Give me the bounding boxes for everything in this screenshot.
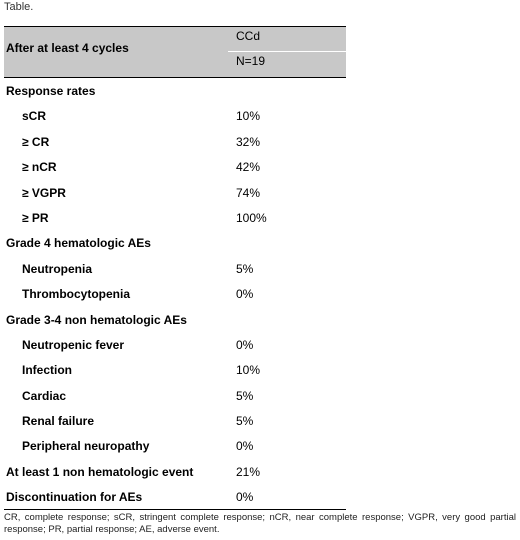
row-value: 0% xyxy=(236,439,254,454)
table-row: Infection 10% xyxy=(4,357,346,382)
table-row: sCR 10% xyxy=(4,103,346,128)
header-column-name: CCd xyxy=(236,29,261,43)
results-table: After at least 4 cycles CCd N=19 Respons… xyxy=(4,26,346,510)
row-value: 5% xyxy=(236,261,254,276)
header-divider xyxy=(228,51,346,52)
row-value: 0% xyxy=(236,287,254,302)
header-row-label: After at least 4 cycles xyxy=(6,41,129,55)
table-footnote: CR, complete response; sCR, stringent co… xyxy=(4,512,516,535)
table-row: Peripheral neuropathy 0% xyxy=(4,433,346,458)
row-value: 21% xyxy=(236,464,261,479)
table-row: Neutropenic fever 0% xyxy=(4,332,346,357)
row-value: 10% xyxy=(236,363,261,378)
row-label: At least 1 non hematologic event xyxy=(6,464,194,479)
table-body: Response rates sCR 10% ≥ CR 32% ≥ nCR 42% ≥ VGP… xyxy=(4,78,346,510)
row-label: ≥ PR xyxy=(22,210,49,225)
table-row: ≥ VGPR 74% xyxy=(4,180,346,205)
table-header: After at least 4 cycles CCd N=19 xyxy=(4,27,346,78)
row-label: Thrombocytopenia xyxy=(22,287,131,302)
table-row: Neutropenia 5% xyxy=(4,256,346,281)
row-value: 100% xyxy=(236,210,267,225)
row-label: ≥ VGPR xyxy=(22,185,66,200)
row-label: Neutropenia xyxy=(22,261,93,276)
row-label: sCR xyxy=(22,109,47,124)
row-label: Peripheral neuropathy xyxy=(22,439,150,454)
table-row: Thrombocytopenia 0% xyxy=(4,281,346,306)
table-row: ≥ PR 100% xyxy=(4,205,346,230)
row-label: Discontinuation for AEs xyxy=(6,490,143,505)
table-section-row: At least 1 non hematologic event 21% xyxy=(4,459,346,484)
row-value: 5% xyxy=(236,388,254,403)
row-value: 32% xyxy=(236,134,261,149)
table-section-row: Grade 3-4 non hematologic AEs xyxy=(4,307,346,332)
row-label: Cardiac xyxy=(22,388,67,403)
row-label: Infection xyxy=(22,363,72,378)
table-row: Renal failure 5% xyxy=(4,408,346,433)
row-label: Renal failure xyxy=(22,414,95,429)
row-value: 0% xyxy=(236,490,254,505)
row-label: Grade 4 hematologic AEs xyxy=(6,236,151,251)
row-label: Response rates xyxy=(6,84,96,98)
row-label: ≥ CR xyxy=(22,134,50,149)
row-value: 5% xyxy=(236,414,254,429)
row-label: ≥ nCR xyxy=(22,160,57,175)
table-row: ≥ CR 32% xyxy=(4,129,346,154)
row-value: 10% xyxy=(236,109,261,124)
table-section-row: Response rates xyxy=(4,78,346,103)
table-section-row: Discontinuation for AEs 0% xyxy=(4,484,346,509)
table-row: ≥ nCR 42% xyxy=(4,154,346,179)
table-caption: Table. xyxy=(4,1,34,13)
row-label: Neutropenic fever xyxy=(22,337,125,352)
row-value: 0% xyxy=(236,337,254,352)
row-value: 42% xyxy=(236,160,261,175)
header-column-n: N=19 xyxy=(236,54,266,68)
table-section-row: Grade 4 hematologic AEs xyxy=(4,230,346,255)
row-label: Grade 3-4 non hematologic AEs xyxy=(6,312,187,327)
table-row: Cardiac 5% xyxy=(4,383,346,408)
table-bottom-rule xyxy=(4,509,346,510)
row-value: 74% xyxy=(236,185,261,200)
